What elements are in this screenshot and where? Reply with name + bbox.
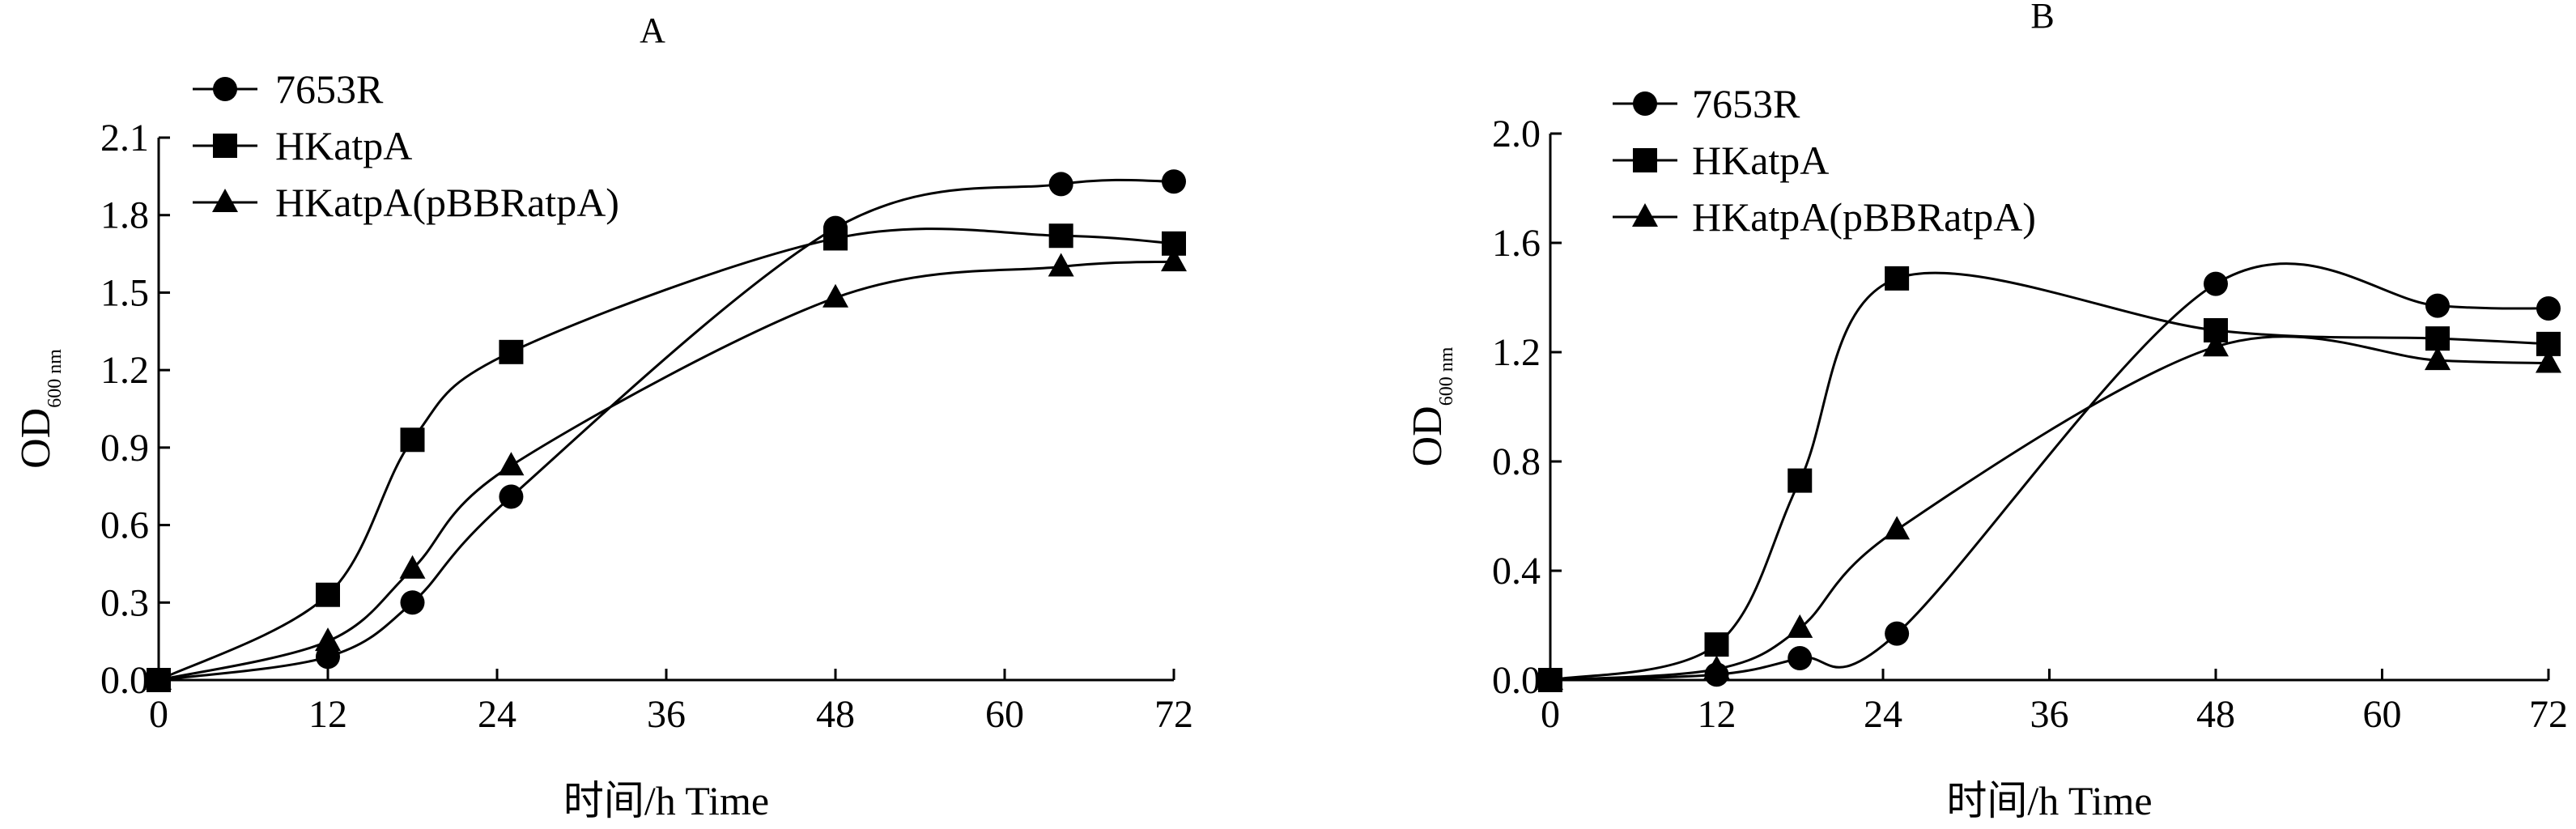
y-tick-label: 0.0 (1492, 659, 1541, 702)
data-point-triangle (1703, 655, 1730, 679)
data-point-square (1704, 632, 1729, 657)
legend-label: HKatpA (1692, 138, 1829, 183)
data-point-circle (2425, 293, 2450, 318)
legend-marker-square (213, 134, 237, 158)
legend-marker-circle (1633, 91, 1657, 116)
y-tick-label: 0.4 (1492, 550, 1541, 593)
y-axis-label: OD600 nm (1405, 346, 1457, 466)
y-tick-label: 0.3 (100, 581, 149, 624)
y-tick-label: 1.6 (1492, 222, 1541, 265)
data-point-triangle (2203, 333, 2229, 357)
series-line (1549, 271, 2549, 682)
x-tick-label: 24 (1864, 693, 1902, 736)
x-tick-label: 0 (149, 693, 168, 736)
y-tick-label: 0.9 (100, 427, 149, 470)
data-point-triangle (498, 452, 525, 476)
y-axis-label: OD600 nm (13, 349, 66, 469)
x-tick-label: 60 (2363, 693, 2402, 736)
x-tick-label: 72 (2529, 693, 2568, 736)
data-point-triangle (1537, 666, 1563, 690)
data-point-triangle (315, 627, 341, 652)
data-point-triangle (823, 283, 848, 308)
x-tick-label: 24 (478, 693, 516, 736)
panel-title: B (2030, 0, 2054, 36)
y-tick-label: 1.8 (100, 194, 149, 237)
y-tick-label: 0.0 (100, 659, 149, 702)
data-point-circle (1787, 646, 1813, 670)
legend-label: 7653R (275, 66, 384, 112)
data-point-square (316, 582, 340, 607)
x-tick-label: 36 (2030, 693, 2069, 736)
series-line (158, 178, 1175, 682)
data-point-square (499, 339, 524, 364)
legend-label: 7653R (1692, 81, 1800, 126)
series-square (1538, 266, 2561, 692)
data-point-square (400, 427, 425, 453)
legend-marker-triangle (1632, 203, 1658, 227)
legend-label: HKatpA (275, 123, 412, 168)
y-axis-label-sub: 600 nm (1436, 346, 1457, 406)
data-point-circle (1162, 169, 1186, 194)
x-tick-label: 48 (816, 693, 855, 736)
data-point-circle (2536, 296, 2561, 321)
data-point-triangle (2536, 349, 2561, 373)
series-line (1549, 262, 2549, 682)
panel-title: A (640, 11, 665, 50)
legend: 7653R HKatpA HKatpA(pBBRatpA) (1613, 81, 2036, 240)
legend-marker-circle (213, 77, 237, 101)
x-tick-label: 36 (647, 693, 686, 736)
y-tick-label: 2.1 (100, 117, 149, 159)
data-point-triangle (146, 666, 172, 690)
x-tick-label: 60 (985, 693, 1024, 736)
data-point-circle (499, 484, 524, 509)
legend-marker-triangle (212, 189, 238, 212)
x-tick-label: 48 (2196, 693, 2235, 736)
y-tick-label: 0.8 (1492, 440, 1541, 483)
legend-label: HKatpA(pBBRatpA) (275, 180, 619, 225)
data-point-circle (400, 590, 425, 615)
data-point-triangle (1884, 516, 1911, 540)
data-point-circle (1885, 621, 1910, 646)
series-square (147, 223, 1186, 692)
x-tick-label: 12 (308, 693, 347, 736)
data-point-square (823, 226, 848, 251)
data-point-square (1048, 223, 1073, 249)
data-point-triangle (399, 555, 426, 579)
data-point-circle (2204, 271, 2228, 296)
data-point-triangle (1161, 248, 1187, 272)
x-axis-label: 时间/h Time (563, 778, 769, 823)
legend-label: HKatpA(pBBRatpA) (1692, 194, 2036, 240)
series-line (158, 260, 1175, 682)
y-axis-label-main: OD (1405, 406, 1451, 466)
series-triangle (1537, 333, 2561, 690)
data-point-square (1885, 266, 1910, 291)
x-axis-label: 时间/h Time (1946, 778, 2152, 823)
y-axis-label-sub: 600 nm (45, 349, 66, 408)
series-triangle (146, 248, 1187, 690)
chart-panel-b: B 0 12 24 36 48 60 72 0.0 0.4 0.8 1.2 1.6 2.0 时间/h Tim… (1405, 0, 2568, 823)
data-point-triangle (2425, 346, 2451, 371)
y-tick-label: 1.2 (100, 349, 149, 392)
y-tick-label: 1.2 (1492, 331, 1541, 374)
y-tick-label: 2.0 (1492, 113, 1541, 155)
series-line (1549, 335, 2549, 682)
y-tick-label: 0.6 (100, 504, 149, 547)
series-line (158, 227, 1175, 682)
data-point-triangle (1787, 614, 1813, 638)
x-tick-label: 12 (1698, 693, 1736, 736)
legend: 7653R HKatpA HKatpA(pBBRatpA) (193, 66, 619, 225)
y-axis-label-main: OD (13, 408, 59, 469)
series-circle (1538, 262, 2561, 692)
data-point-square (1787, 468, 1813, 493)
legend-marker-square (1633, 148, 1657, 172)
chart-panel-a: A 0 12 24 36 48 60 72 0.0 0.3 0.6 0.9 1.2 1.5 1.8 2.1 时间… (13, 11, 1193, 823)
x-tick-label: 72 (1154, 693, 1193, 736)
x-tick-label: 0 (1541, 693, 1560, 736)
y-tick-label: 1.5 (100, 271, 149, 314)
data-point-circle (1048, 172, 1073, 197)
data-point-triangle (1048, 253, 1074, 277)
